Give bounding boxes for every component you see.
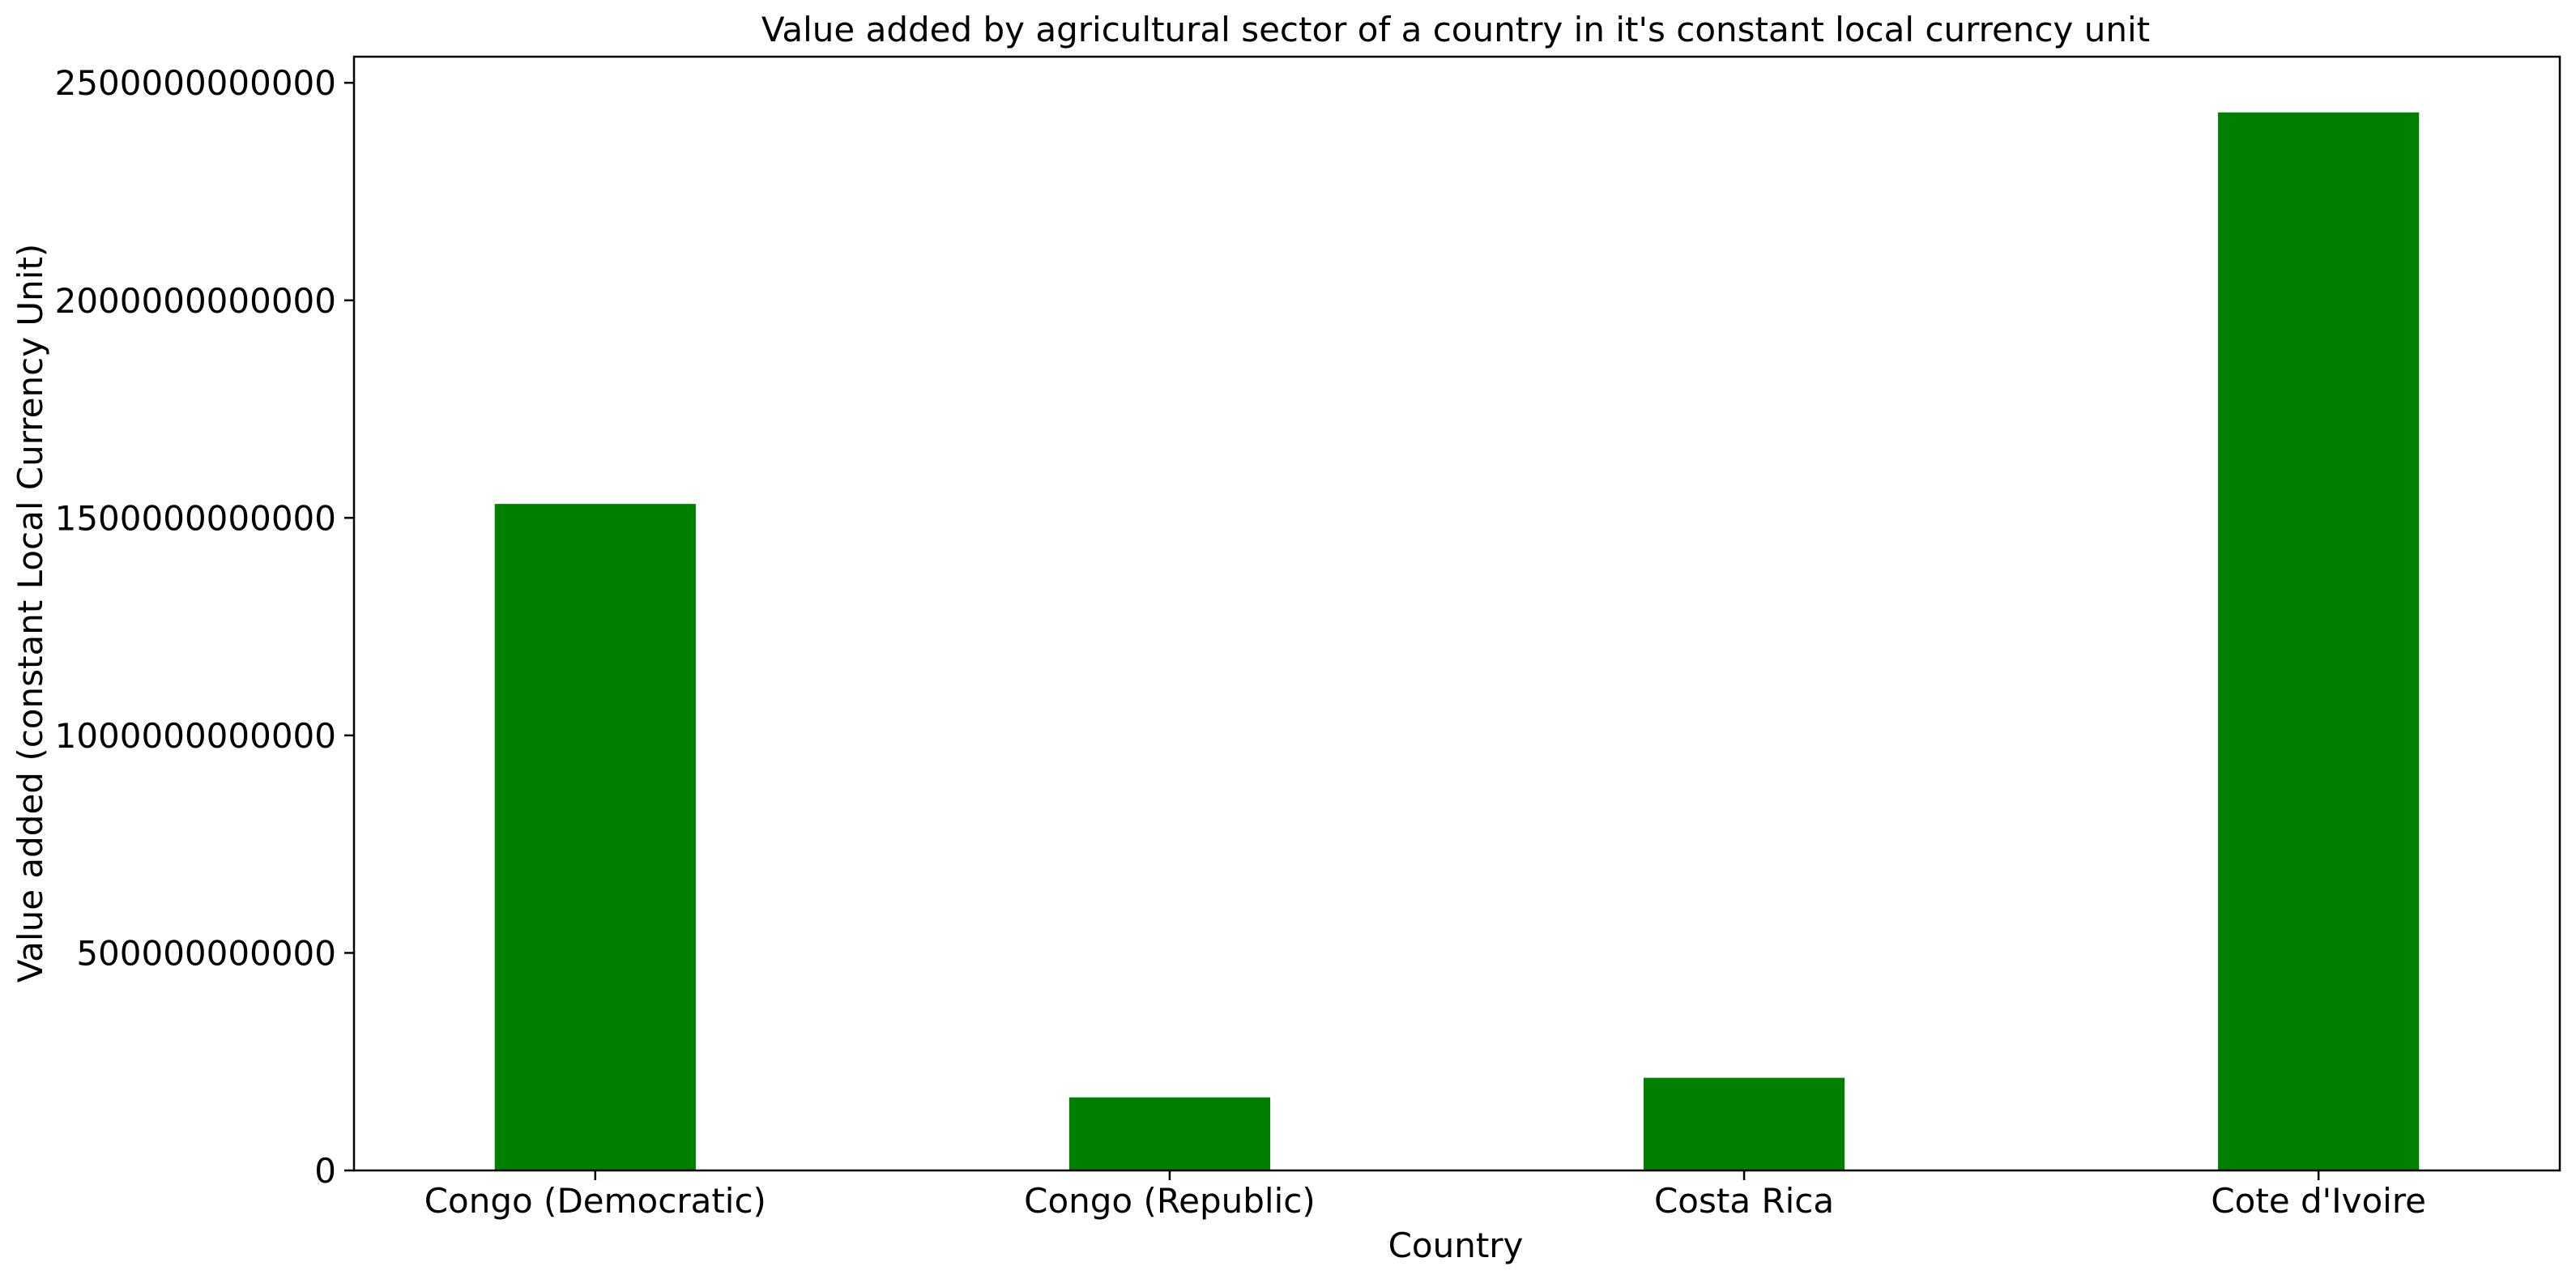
bars-layer	[494, 112, 2420, 1170]
x-axis-ticks: Congo (Democratic) Congo (Republic) Costa …	[424, 1170, 2426, 1221]
y-tick-label: 1000000000000	[55, 716, 336, 756]
x-tick-label: Cote d'Ivoire	[2211, 1181, 2426, 1221]
y-axis-ticks: 0 500000000000 1000000000000 1500000000000 2…	[55, 63, 354, 1191]
x-tick-label: Costa Rica	[1654, 1181, 1834, 1221]
x-axis-label: Country	[1388, 1226, 1524, 1265]
y-axis-label: Value added (constant Local Currency Uni…	[11, 244, 50, 983]
y-tick-label: 500000000000	[76, 933, 336, 973]
bar-0	[494, 504, 696, 1170]
y-tick-label: 1500000000000	[55, 498, 336, 538]
y-tick-label: 0	[314, 1151, 336, 1191]
bar-2	[1643, 1077, 1845, 1170]
chart-title: Value added by agricultural sector of a …	[761, 10, 2150, 49]
bar-1	[1068, 1097, 1271, 1170]
y-tick-label: 2500000000000	[55, 63, 336, 103]
x-tick-label: Congo (Democratic)	[424, 1181, 766, 1221]
x-tick-label: Congo (Republic)	[1024, 1181, 1316, 1221]
plot-area-frame	[352, 55, 2561, 1172]
bar-3	[2218, 112, 2420, 1170]
y-tick-label: 2000000000000	[55, 281, 336, 321]
